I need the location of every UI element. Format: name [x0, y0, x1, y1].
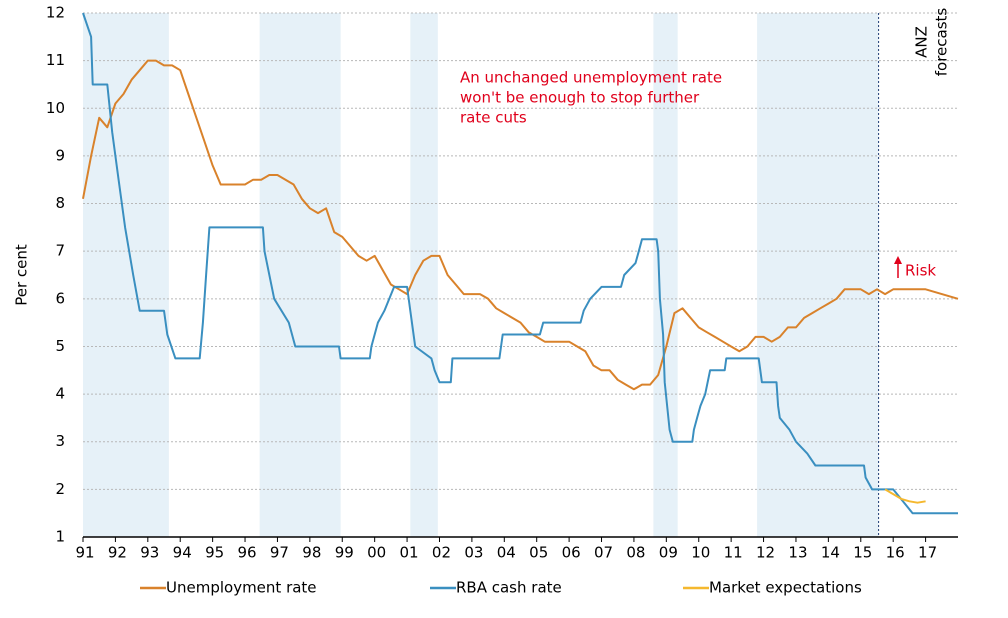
x-tick-label: 05	[529, 544, 548, 562]
legend-label: Market expectations	[709, 579, 862, 597]
series-line	[82, 59, 959, 391]
annotation: rate cuts	[460, 109, 527, 127]
y-tick-label: 6	[55, 289, 65, 307]
x-tick-label: 99	[335, 544, 354, 562]
y-tick-label: 10	[46, 99, 65, 117]
y-tick-label: 11	[46, 51, 65, 69]
x-tick-label: 91	[75, 544, 94, 562]
x-tick-label: 98	[302, 544, 321, 562]
y-tick-label: 2	[55, 480, 65, 498]
x-tick-label: 11	[724, 544, 743, 562]
y-tick-label: 12	[46, 4, 65, 22]
annotation: won't be enough to stop further	[460, 89, 700, 107]
y-axis-label: Per cent	[13, 244, 31, 306]
shaded-period	[83, 13, 169, 537]
x-tick-label: 16	[886, 544, 905, 562]
y-tick-label: 7	[55, 242, 65, 260]
y-tick-label: 4	[55, 385, 65, 403]
y-tick-label: 9	[55, 146, 65, 164]
x-tick-label: 10	[691, 544, 710, 562]
y-tick-label: 8	[55, 194, 65, 212]
x-tick-label: 97	[270, 544, 289, 562]
x-tick-label: 06	[562, 544, 581, 562]
shaded-period	[757, 13, 879, 537]
x-tick-label: 09	[659, 544, 678, 562]
x-tick-label: 02	[432, 544, 451, 562]
x-tick-label: 07	[594, 544, 613, 562]
y-tick-label: 3	[55, 432, 65, 450]
forecast-label: forecasts	[933, 8, 951, 77]
risk-label: Risk	[905, 262, 936, 280]
x-tick-label: 00	[367, 544, 386, 562]
series-line	[884, 488, 926, 504]
legend-label: RBA cash rate	[456, 579, 562, 597]
x-tick-label: 04	[497, 544, 516, 562]
forecast-label: ANZ	[913, 26, 931, 58]
x-tick-label: 08	[626, 544, 645, 562]
x-tick-label: 92	[108, 544, 127, 562]
annotation: An unchanged unemployment rate	[460, 69, 722, 87]
x-tick-label: 93	[140, 544, 159, 562]
x-tick-label: 01	[400, 544, 419, 562]
x-tick-label: 96	[237, 544, 256, 562]
x-tick-label: 94	[173, 544, 192, 562]
x-tick-label: 13	[788, 544, 807, 562]
legend-label: Unemployment rate	[166, 579, 317, 597]
x-tick-label: 12	[756, 544, 775, 562]
series-line	[82, 12, 958, 515]
shaded-period	[259, 13, 341, 537]
y-tick-label: 5	[55, 337, 65, 355]
x-tick-label: 17	[918, 544, 937, 562]
x-tick-label: 95	[205, 544, 224, 562]
y-tick-label: 1	[55, 528, 65, 546]
risk-arrowhead	[894, 256, 902, 264]
shaded-period	[653, 13, 678, 537]
x-tick-label: 14	[821, 544, 840, 562]
x-tick-label: 03	[464, 544, 483, 562]
x-tick-label: 15	[853, 544, 872, 562]
